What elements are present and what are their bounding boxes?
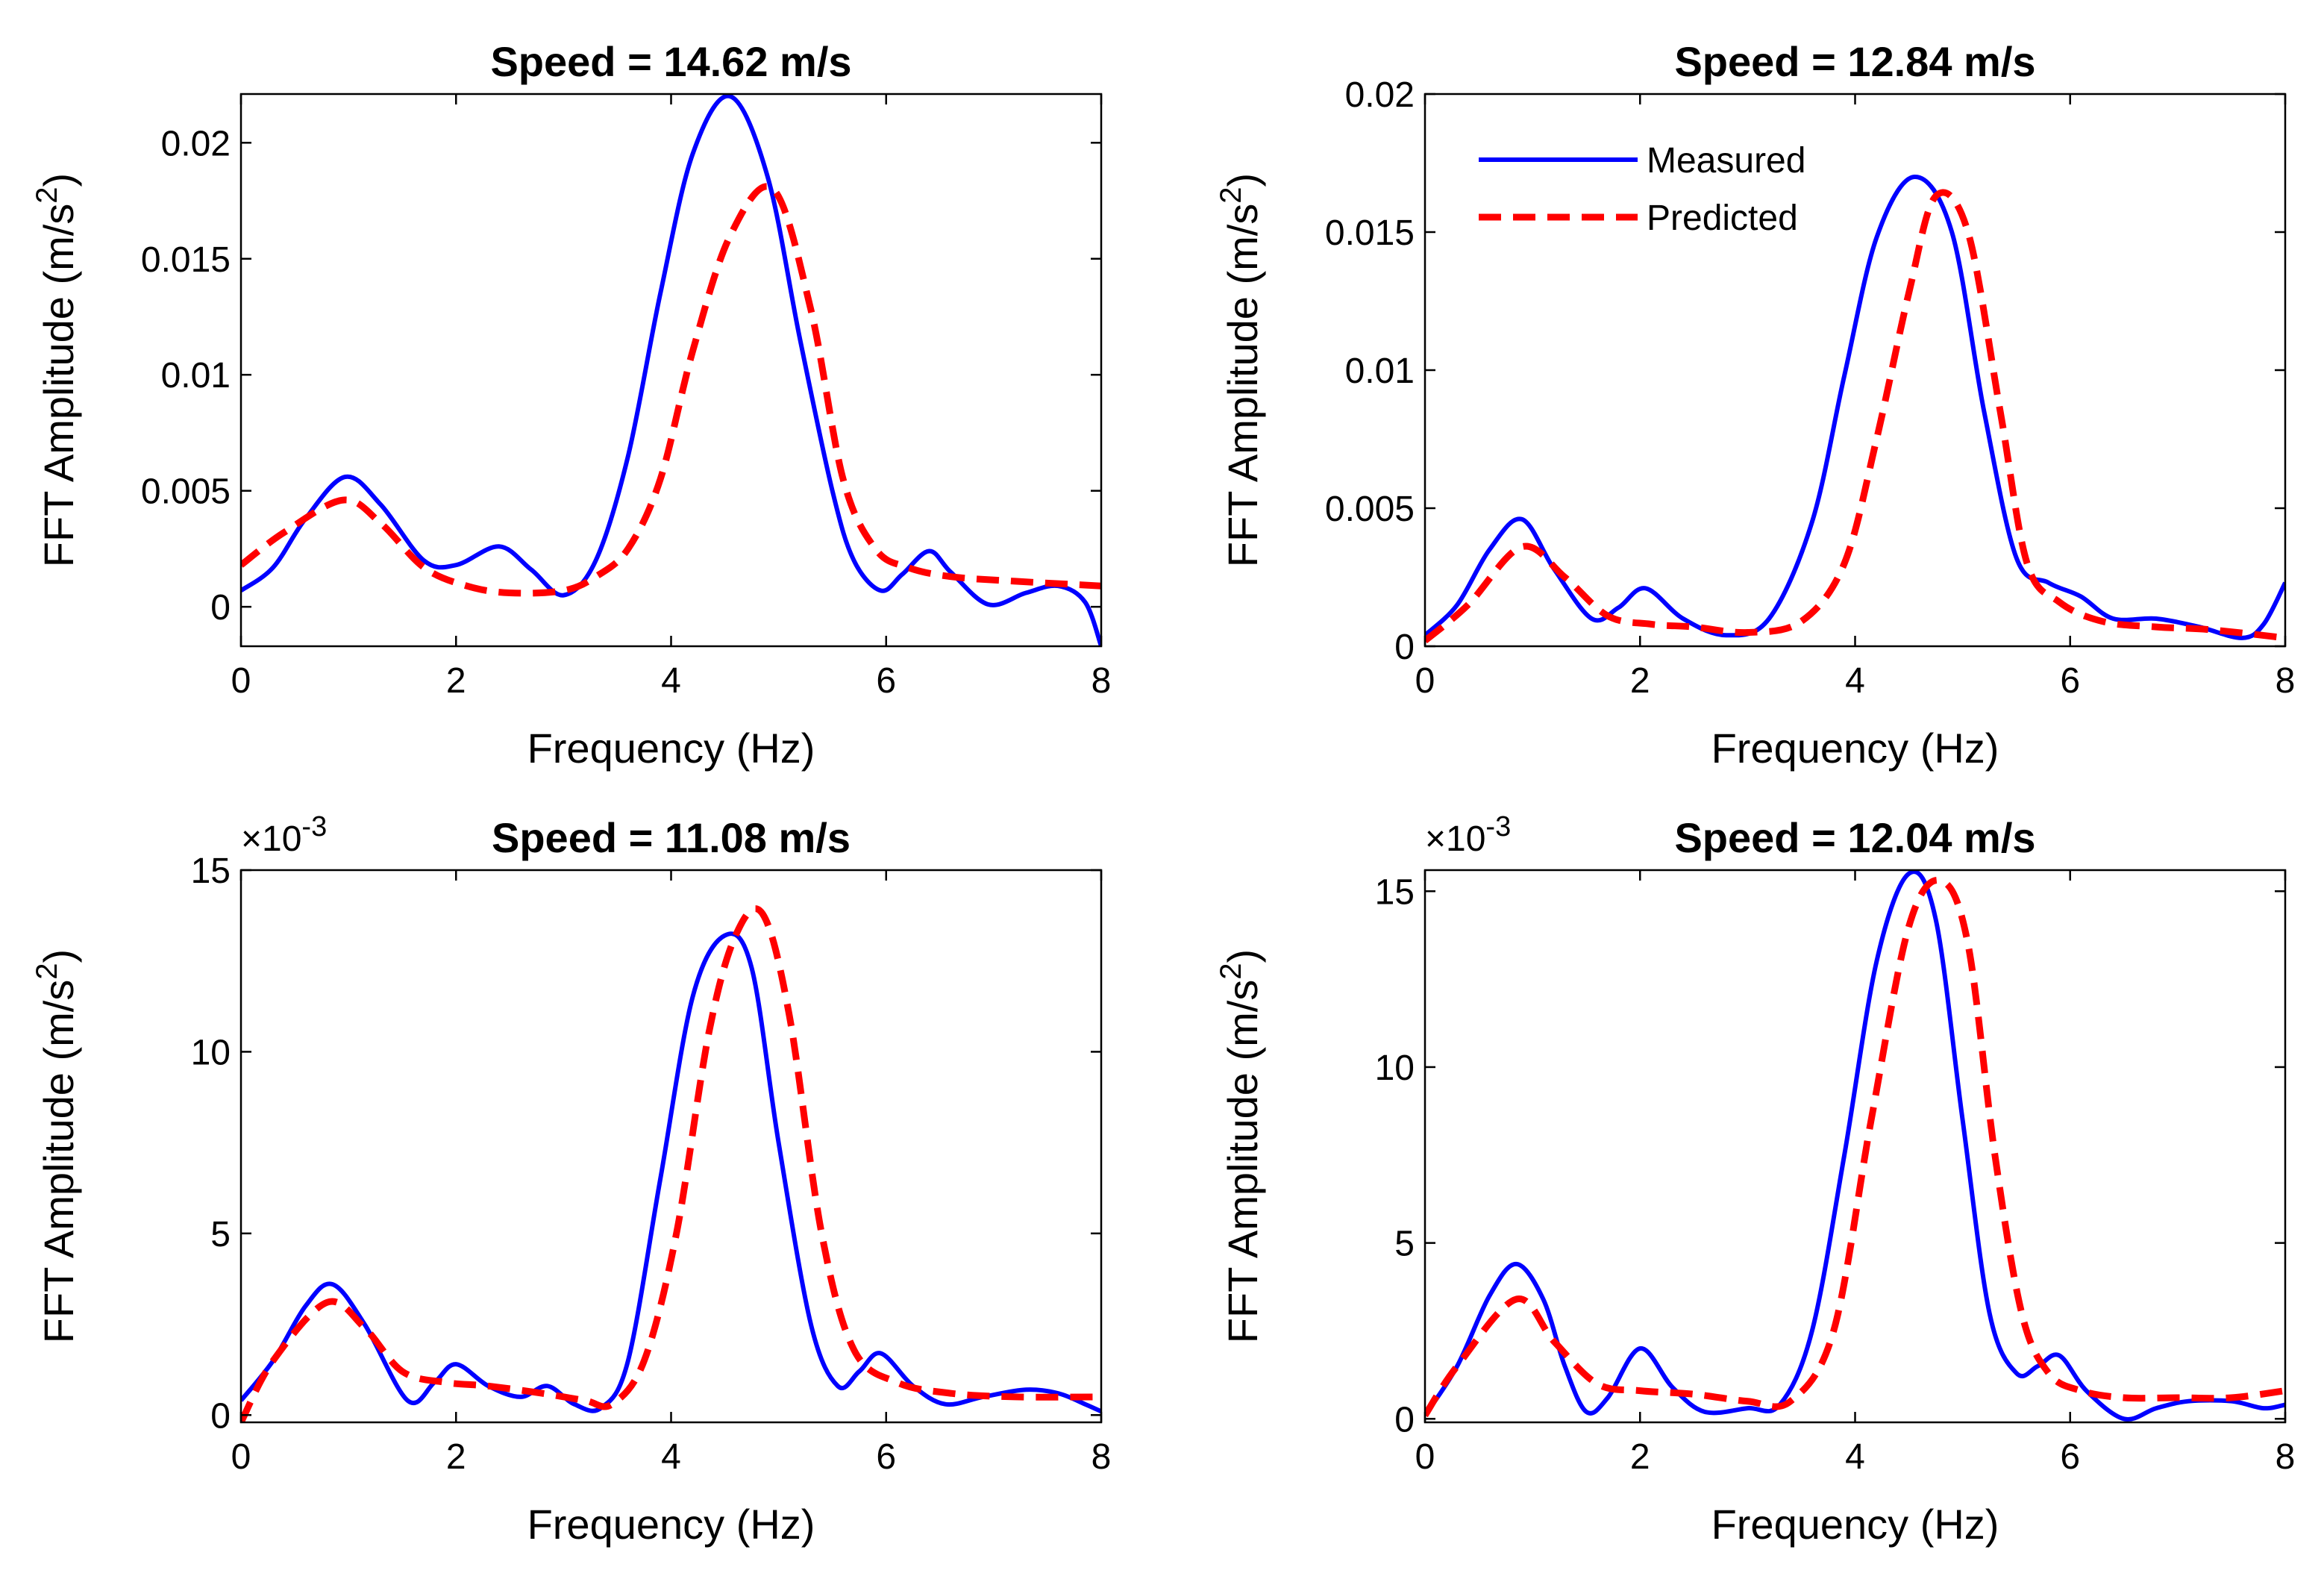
x-tick-label: 4 — [661, 661, 681, 701]
x-tick-label: 4 — [1845, 1437, 1865, 1477]
legend-measured-label: Measured — [1647, 141, 1805, 181]
x-axis-label: Frequency (Hz) — [1711, 1501, 1999, 1548]
y-tick-label: 0.02 — [161, 124, 231, 163]
x-tick-label: 8 — [2276, 661, 2296, 701]
x-tick-label: 4 — [661, 1437, 681, 1477]
x-tick-label: 6 — [2060, 661, 2080, 701]
x-tick-label: 0 — [231, 661, 251, 701]
y-tick-label: 15 — [191, 851, 231, 891]
y-tick-label: 5 — [210, 1215, 231, 1254]
y-tick-label: 10 — [1375, 1048, 1415, 1088]
chart-panel-4: 0 2 4 6 8 0 5 10 15 Speed = 12.04 m/s Frequency (H… — [1215, 811, 2295, 1548]
x-tick-label: 4 — [1845, 661, 1865, 701]
series-predicted-line — [1425, 189, 2285, 644]
exponent-power: -3 — [301, 811, 327, 843]
exponent-base: ×10 — [241, 819, 301, 859]
y-axis-label-main: FFT Amplitude (m/s — [35, 204, 82, 568]
y-tick-label: 0 — [210, 588, 231, 628]
y-tick-label: 0 — [1394, 1400, 1415, 1439]
chart-title: Speed = 12.84 m/s — [1674, 38, 2035, 85]
x-tick-label: 2 — [446, 1437, 466, 1477]
y-tick-label: 0.005 — [141, 472, 231, 512]
exponent-power: -3 — [1485, 811, 1511, 843]
chart-panel-3: 0 2 4 6 8 0 5 10 15 Speed = 11.08 m/s Frequency (H… — [31, 811, 1111, 1548]
y-axis-exponent: ×10-3 — [241, 811, 327, 859]
y-tick-label: 0.01 — [1345, 351, 1415, 391]
series-predicted-line — [241, 905, 1101, 1422]
x-tick-label: 2 — [446, 661, 466, 701]
x-tick-label: 8 — [1091, 661, 1112, 701]
y-tick-label: 0.01 — [161, 356, 231, 396]
y-axis-label-superscript: 2 — [31, 187, 63, 203]
exponent-base: ×10 — [1425, 819, 1485, 859]
x-tick-label: 6 — [876, 661, 896, 701]
chart-panel-2: 0 2 4 6 8 0 0.005 0.01 0.015 0.02 Speed = 12.84 m/… — [1215, 38, 2295, 772]
y-tick-label: 10 — [191, 1033, 231, 1072]
y-axis-label: FFT Amplitude (m/s2) — [31, 949, 82, 1343]
x-tick-label: 0 — [1415, 661, 1435, 701]
series-predicted-line — [1425, 876, 2285, 1418]
y-tick-label: 5 — [1394, 1225, 1415, 1264]
x-tick-label: 2 — [1630, 661, 1650, 701]
y-axis-label: FFT Amplitude (m/s2) — [1215, 949, 1266, 1343]
y-axis-label-end: ) — [1219, 949, 1266, 963]
y-tick-label: 15 — [1375, 872, 1415, 912]
y-axis-label-main: FFT Amplitude (m/s — [35, 980, 82, 1344]
y-axis-label-main: FFT Amplitude (m/s — [1219, 204, 1266, 568]
x-tick-label: 8 — [2276, 1437, 2296, 1477]
legend-predicted-label: Predicted — [1647, 198, 1798, 238]
chart-title: Speed = 11.08 m/s — [492, 814, 851, 861]
series-predicted-line — [241, 183, 1101, 597]
y-axis-label-main: FFT Amplitude (m/s — [1219, 980, 1266, 1344]
y-tick-label: 0.015 — [141, 240, 231, 280]
y-tick-label: 0.02 — [1345, 75, 1415, 115]
x-tick-label: 2 — [1630, 1437, 1650, 1477]
y-axis-label: FFT Amplitude (m/s2) — [1215, 173, 1266, 567]
axes-box — [239, 869, 1103, 1424]
x-axis-label: Frequency (Hz) — [1711, 725, 1999, 772]
y-axis-exponent: ×10-3 — [1425, 811, 1511, 859]
legend: Measured Predicted — [1479, 141, 1805, 238]
y-tick-label: 0 — [210, 1396, 231, 1436]
y-axis-label-superscript: 2 — [1215, 187, 1247, 203]
y-axis-label-superscript: 2 — [31, 963, 63, 979]
y-axis-label-end: ) — [35, 949, 82, 963]
series-measured-line — [241, 931, 1101, 1414]
y-tick-label: 0.005 — [1325, 490, 1415, 529]
y-tick-label: 0 — [1394, 628, 1415, 667]
axes-box — [239, 93, 1103, 648]
series-measured-line — [241, 94, 1101, 646]
y-axis-label-end: ) — [35, 173, 82, 187]
series-measured-line — [1425, 870, 2285, 1422]
x-tick-label: 6 — [876, 1437, 896, 1477]
y-axis-label: FFT Amplitude (m/s2) — [31, 173, 82, 567]
x-tick-label: 0 — [231, 1437, 251, 1477]
x-tick-label: 0 — [1415, 1437, 1435, 1477]
chart-panel-1: 0 2 4 6 8 0 0.005 0.01 0.015 0.02 Speed = 14.62 m/… — [31, 38, 1111, 772]
y-axis-label-superscript: 2 — [1215, 963, 1247, 979]
x-tick-label: 6 — [2060, 1437, 2080, 1477]
y-tick-label: 0.015 — [1325, 213, 1415, 253]
x-axis-label: Frequency (Hz) — [527, 1501, 815, 1548]
series-measured-line — [1425, 175, 2285, 640]
x-axis-label: Frequency (Hz) — [527, 725, 815, 772]
x-tick-label: 8 — [1091, 1437, 1112, 1477]
chart-title: Speed = 12.04 m/s — [1674, 814, 2035, 861]
chart-title: Speed = 14.62 m/s — [490, 38, 851, 85]
y-axis-label-end: ) — [1219, 173, 1266, 187]
